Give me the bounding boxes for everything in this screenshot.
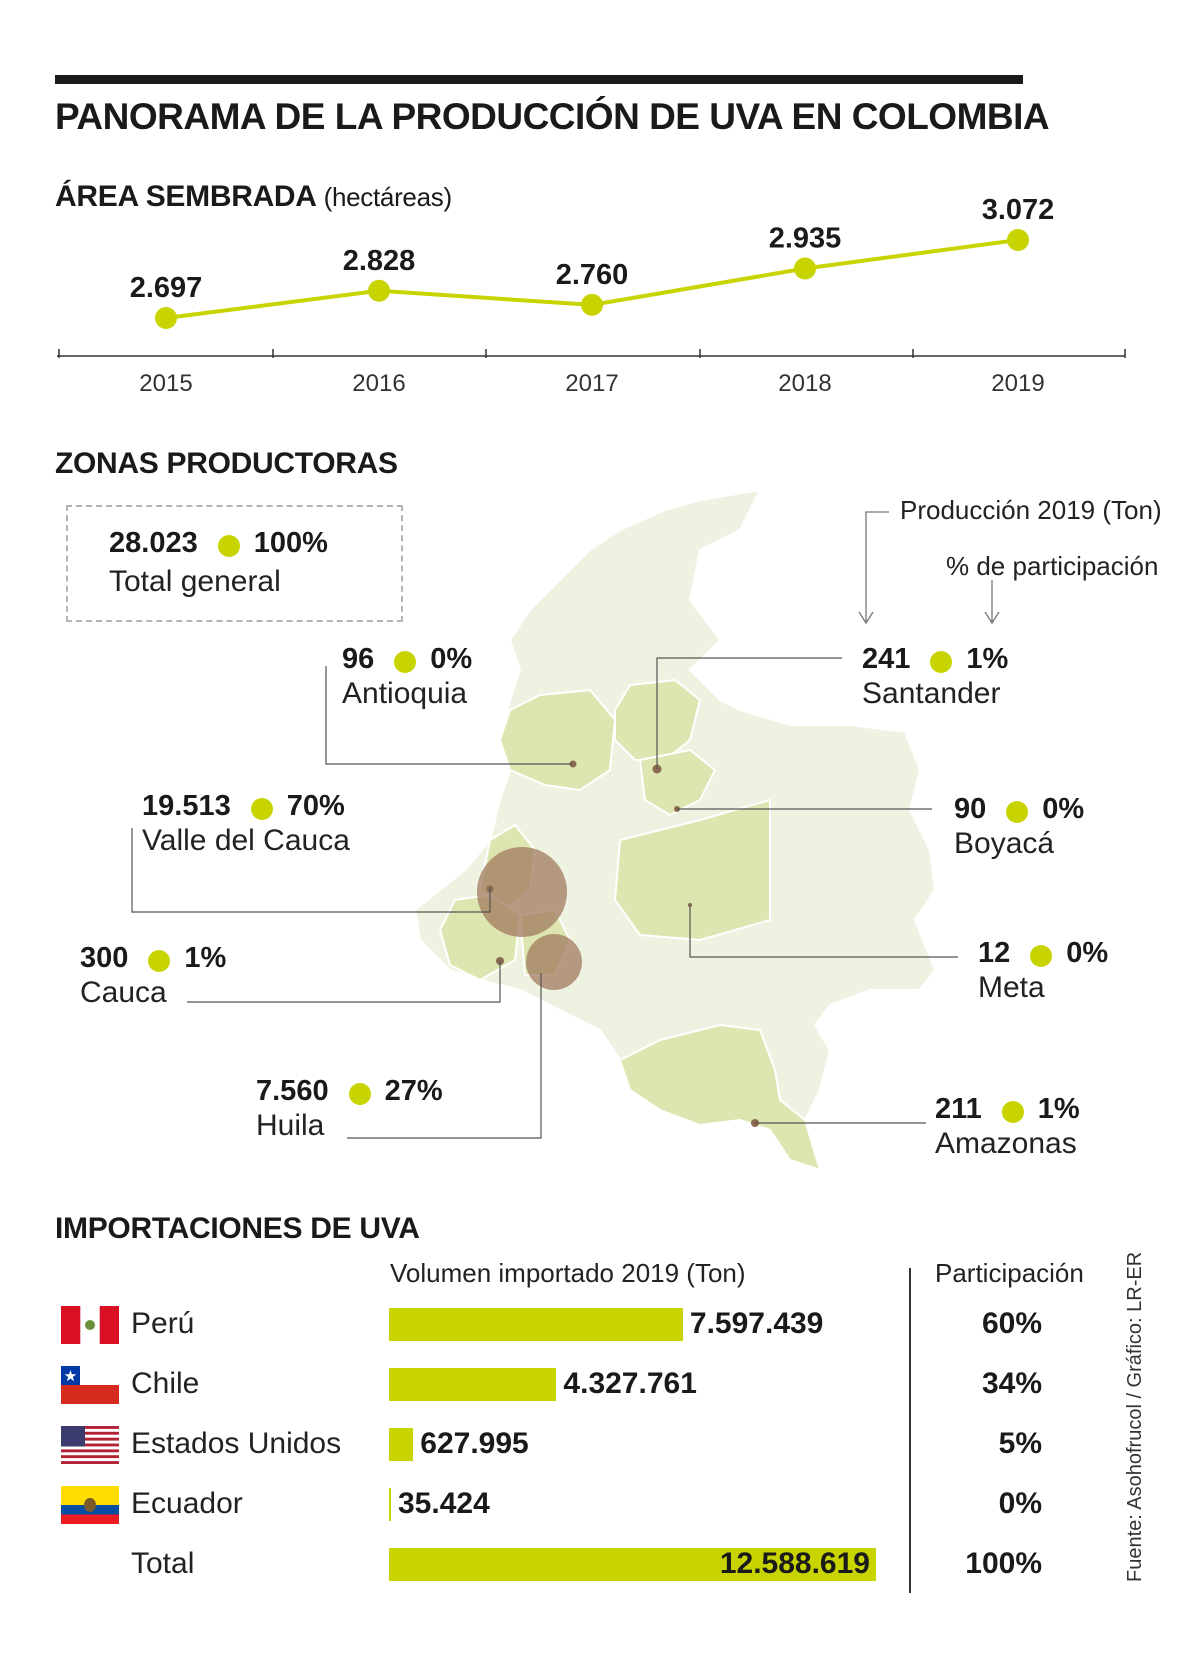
area-data-label: 2.828 bbox=[343, 245, 416, 277]
zone-name: Huila bbox=[256, 1108, 325, 1142]
legend-production: Producción 2019 (Ton) bbox=[900, 495, 1162, 525]
share-total: 100% bbox=[965, 1547, 1042, 1580]
zone-valle-del-cauca: 19.513 70% Valle del Cauca bbox=[142, 790, 350, 857]
area-point bbox=[1007, 229, 1029, 251]
import-bar-label: 4.327.761 bbox=[563, 1367, 697, 1400]
dot-icon bbox=[394, 650, 417, 673]
valle-leader bbox=[131, 828, 491, 913]
zonas-section-title: ZONAS PRODUCTORAS bbox=[55, 447, 398, 480]
import-bar-label: 35.424 bbox=[398, 1487, 490, 1520]
country-total: Total bbox=[131, 1547, 195, 1580]
huila-leader bbox=[347, 973, 542, 1139]
x-tick-label: 2016 bbox=[352, 370, 405, 397]
area-data-label: 2.697 bbox=[130, 272, 203, 304]
dot-icon bbox=[1006, 800, 1029, 823]
x-tick-label: 2017 bbox=[565, 370, 618, 397]
share-peru: 60% bbox=[981, 1307, 1042, 1340]
import-bar bbox=[389, 1428, 414, 1461]
zone-boyaca: 90 0% Boyacá bbox=[954, 793, 1085, 860]
area-line-chart: 2.697 2015 2.828 2016 2.760 2017 2.935 2018 3.07… bbox=[57, 194, 1126, 397]
area-data-label: 3.072 bbox=[982, 194, 1055, 226]
zone-cauca: 300 1% Cauca bbox=[80, 942, 227, 1009]
total-legend: 28.023 100% Total general bbox=[109, 527, 328, 599]
area-point bbox=[794, 257, 816, 280]
zone-name: Boyacá bbox=[954, 826, 1055, 860]
x-tick-label: 2018 bbox=[778, 370, 831, 397]
import-bar bbox=[389, 1308, 683, 1341]
area-data-label: 2.935 bbox=[769, 222, 842, 254]
production-arrowhead bbox=[858, 611, 874, 625]
usa-flag-icon bbox=[61, 1426, 119, 1464]
import-bar-label: 7.597.439 bbox=[689, 1307, 824, 1340]
area-unit: (hectáreas) bbox=[323, 182, 453, 212]
dot-icon bbox=[930, 650, 953, 673]
zone-name: Santander bbox=[862, 676, 1001, 710]
ecuador-flag-icon bbox=[61, 1486, 119, 1524]
import-bar bbox=[389, 1368, 557, 1401]
dot-icon bbox=[148, 949, 171, 972]
meta-leader bbox=[689, 905, 958, 958]
share-estados-unidos: 5% bbox=[998, 1427, 1042, 1460]
amazonas-region bbox=[618, 1023, 822, 1170]
huila-bubble bbox=[526, 934, 582, 990]
import-total-label: 12.588.619 bbox=[719, 1547, 870, 1580]
meta-region bbox=[613, 798, 771, 942]
dot-icon bbox=[1030, 944, 1053, 967]
country-estados-unidos: Estados Unidos bbox=[131, 1427, 342, 1460]
area-section-title: ÁREA SEMBRADA (hectáreas) bbox=[55, 180, 452, 214]
colombia-map bbox=[131, 488, 1000, 1170]
antioquia-region bbox=[498, 688, 617, 792]
antioquia-leader bbox=[325, 666, 573, 765]
imports-divider bbox=[909, 1268, 911, 1593]
zone-name: Meta bbox=[978, 970, 1045, 1004]
x-tick-label: 2015 bbox=[139, 370, 192, 397]
import-bar-label: 627.995 bbox=[420, 1427, 529, 1460]
top-rule bbox=[55, 75, 1023, 84]
imports-section-title: IMPORTACIONES DE UVA bbox=[55, 1212, 420, 1245]
import-bar bbox=[389, 1488, 391, 1521]
cauca-leader bbox=[187, 961, 501, 1003]
zone-name: Amazonas bbox=[935, 1126, 1077, 1160]
dot-icon bbox=[250, 797, 273, 820]
share-arrowhead bbox=[984, 611, 1000, 625]
area-point bbox=[581, 293, 603, 316]
santander-leader bbox=[656, 657, 842, 769]
zone-amazonas: 211 1% Amazonas bbox=[935, 1093, 1080, 1160]
zone-santander: 241 1% Santander bbox=[862, 643, 1009, 710]
valle-bubble bbox=[477, 847, 567, 937]
x-tick-label: 2019 bbox=[991, 370, 1044, 397]
total-value: 28.023 bbox=[109, 527, 198, 559]
imports-share-header: Participación bbox=[935, 1258, 1084, 1288]
area-point bbox=[368, 279, 390, 302]
area-title: ÁREA SEMBRADA bbox=[55, 180, 316, 213]
zone-antioquia: 96 0% Antioquia bbox=[342, 643, 473, 710]
zone-name: Valle del Cauca bbox=[142, 823, 350, 857]
area-point bbox=[155, 307, 177, 329]
country-chile: Chile bbox=[131, 1367, 200, 1400]
import-total-bar bbox=[389, 1548, 876, 1581]
legend-share: % de participación bbox=[946, 551, 1159, 581]
dot-icon bbox=[348, 1082, 371, 1105]
total-label: Total general bbox=[109, 564, 281, 598]
total-legend-box bbox=[66, 505, 403, 622]
country-peru: Perú bbox=[131, 1307, 195, 1340]
share-ecuador: 0% bbox=[998, 1487, 1042, 1520]
zone-name: Cauca bbox=[80, 975, 167, 1009]
peru-flag-icon bbox=[61, 1306, 119, 1344]
area-data-label: 2.760 bbox=[556, 259, 629, 291]
zone-meta: 12 0% Meta bbox=[978, 937, 1109, 1004]
chile-flag-icon bbox=[61, 1366, 119, 1404]
total-pct: 100% bbox=[253, 527, 328, 559]
page-title: PANORAMA DE LA PRODUCCIÓN DE UVA EN COLO… bbox=[55, 96, 1050, 137]
country-ecuador: Ecuador bbox=[131, 1487, 243, 1520]
zone-name: Antioquia bbox=[342, 676, 468, 710]
production-arrow bbox=[865, 511, 889, 622]
dot-icon bbox=[1001, 1100, 1024, 1123]
share-chile: 34% bbox=[981, 1367, 1042, 1400]
zone-huila: 7.560 27% Huila bbox=[256, 1075, 443, 1142]
total-dot-icon bbox=[217, 534, 240, 557]
imports-volume-header: Volumen importado 2019 (Ton) bbox=[390, 1258, 746, 1288]
source-credit: Fuente: Asohofrucol / Gráfico: LR-ER bbox=[1124, 1251, 1146, 1582]
